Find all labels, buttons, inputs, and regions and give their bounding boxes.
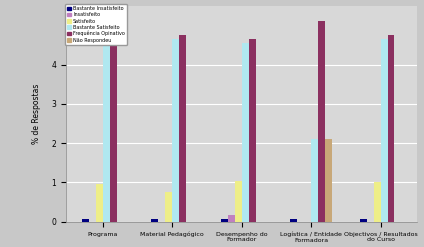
- Bar: [96, 185, 103, 222]
- Bar: [165, 192, 172, 222]
- Bar: [151, 219, 158, 222]
- Bar: [103, 43, 110, 222]
- Bar: [360, 219, 367, 222]
- Bar: [318, 21, 325, 222]
- Bar: [248, 39, 256, 222]
- Bar: [221, 219, 228, 222]
- Bar: [179, 35, 186, 222]
- Y-axis label: % de Respostas: % de Respostas: [32, 83, 41, 144]
- Legend: Bastante Insatisfeito, Insatisfeito, Satisfeito, Bastante Satisfeito, Frequência: Bastante Insatisfeito, Insatisfeito, Sat…: [65, 4, 127, 45]
- Bar: [228, 215, 234, 222]
- Bar: [242, 43, 248, 222]
- Bar: [325, 139, 332, 222]
- Bar: [290, 219, 297, 222]
- Bar: [172, 39, 179, 222]
- Bar: [110, 39, 117, 222]
- Bar: [234, 181, 242, 222]
- Bar: [311, 139, 318, 222]
- Bar: [82, 219, 89, 222]
- Bar: [374, 183, 381, 222]
- Bar: [381, 39, 388, 222]
- Bar: [388, 35, 394, 222]
